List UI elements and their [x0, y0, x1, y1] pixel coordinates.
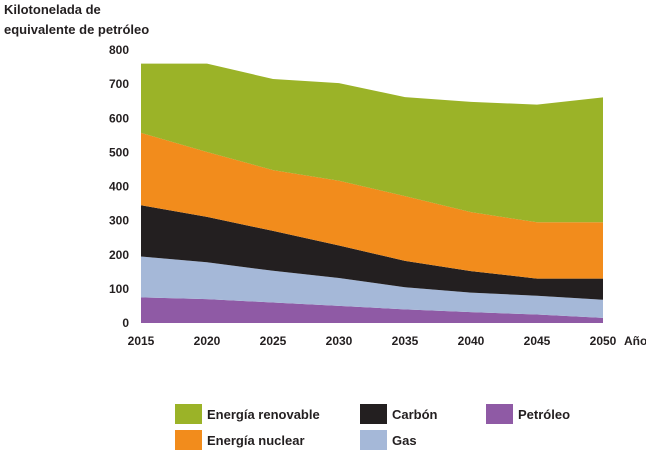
legend-label: Carbón: [392, 406, 438, 422]
x-axis-ticks: 2015 2020 2025 2030 2035 2040 2045 2050: [128, 334, 617, 348]
x-tick-label: 2030: [326, 334, 353, 348]
area-series-group: [141, 63, 603, 323]
area-petr-leo: [141, 297, 603, 323]
legend-swatch: [360, 404, 387, 424]
legend-item-carb-n: Carbón: [360, 404, 438, 424]
y-axis-label-line-1: Kilotonelada de: [4, 2, 101, 17]
y-tick-label: 300: [109, 214, 129, 228]
legend-label: Gas: [392, 432, 417, 448]
y-tick-label: 0: [122, 316, 129, 330]
y-tick-label: 600: [109, 111, 129, 125]
legend-item-petr-leo: Petróleo: [486, 404, 570, 424]
y-axis-ticks: 0 100 200 300 400 500 600 700 800: [109, 43, 129, 330]
x-tick-label: 2035: [392, 334, 419, 348]
legend-item-energ-a-renovable: Energía renovable: [175, 404, 320, 424]
x-tick-label: 2015: [128, 334, 155, 348]
x-tick-label: 2020: [194, 334, 221, 348]
legend-swatch: [360, 430, 387, 450]
y-axis-label: Kilotonelada de equivalente de petróleo: [4, 0, 149, 40]
legend-swatch: [175, 430, 202, 450]
x-tick-label: 2025: [260, 334, 287, 348]
y-tick-label: 400: [109, 180, 129, 194]
y-axis-label-line-2: equivalente de petróleo: [4, 22, 150, 37]
y-tick-label: 500: [109, 145, 129, 159]
legend-swatch: [175, 404, 202, 424]
area-energ-a-renovable: [141, 63, 603, 223]
area-energ-a-nuclear: [141, 132, 603, 279]
area-carb-n: [141, 205, 603, 300]
legend-label: Petróleo: [518, 406, 571, 422]
y-tick-label: 700: [109, 77, 129, 91]
x-axis-label: Año: [624, 334, 646, 348]
legend-label: Energía nuclear: [207, 432, 305, 448]
y-tick-label: 100: [109, 282, 129, 296]
y-tick-label: 200: [109, 248, 129, 262]
x-tick-label: 2040: [458, 334, 485, 348]
x-tick-label: 2045: [524, 334, 551, 348]
legend-swatch: [486, 404, 513, 424]
legend-item-energ-a-nuclear: Energía nuclear: [175, 430, 305, 450]
y-tick-label: 800: [109, 43, 129, 57]
legend-label: Energía renovable: [207, 406, 320, 422]
area-gas: [141, 256, 603, 318]
legend-item-gas: Gas: [360, 430, 417, 450]
x-tick-label: 2050: [590, 334, 617, 348]
